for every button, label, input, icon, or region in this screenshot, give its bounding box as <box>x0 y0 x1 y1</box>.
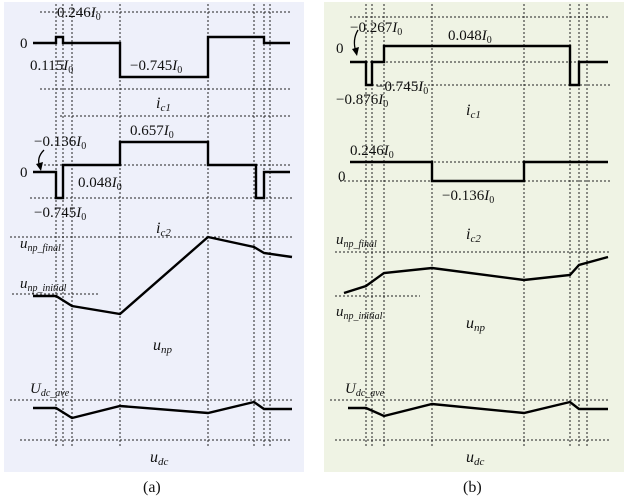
ic1-waveform-b <box>350 44 608 87</box>
ic1-b-value-top-mid: 0.048I0 <box>448 28 492 46</box>
ic2-b-value-top: 0.246I0 <box>350 143 394 161</box>
ic1-waveform <box>33 35 290 79</box>
unp-initial-label: unp_initial <box>20 276 67 294</box>
ic2-value-top-mid: 0.657I0 <box>130 123 174 141</box>
ic2-value-bottom: −0.745I0 <box>34 205 86 223</box>
panel-b-background <box>324 2 624 472</box>
ic2-waveform-b <box>350 160 608 183</box>
unp-b-initial-label: unp_initial <box>336 304 383 322</box>
ic2-pointer-arrowhead <box>36 162 43 171</box>
panel-a-caption: (a) <box>143 479 161 496</box>
ic1-value-left: 0.115I0 <box>30 58 73 76</box>
ic2-b-value-bottom: −0.136I0 <box>442 188 494 206</box>
ic1-b-pointer-arrowhead <box>352 47 359 56</box>
unp-final-label: unp_final <box>20 236 61 254</box>
ic2-value-small: 0.048I0 <box>78 175 122 193</box>
ic1-zero-label: 0 <box>20 36 28 52</box>
ic1-value-mid: −0.745I0 <box>130 58 182 76</box>
panel-b-caption: (b) <box>463 479 482 496</box>
ic2-zero-label: 0 <box>20 165 28 181</box>
unp-waveform-b <box>343 255 609 295</box>
ic1-b-value-mid: −0.745I0 <box>376 79 428 97</box>
udc-b-curve-label: udc <box>466 449 485 468</box>
ic2-value-top-left: −0.136I0 <box>34 134 86 152</box>
udc-b-average-label: Udc_ave <box>345 381 385 399</box>
ic1-b-value-bottom: −0.876I0 <box>336 92 388 110</box>
ic1-value-top: 0.246I0 <box>57 5 101 23</box>
unp-b-final-label: unp_final <box>336 232 377 250</box>
ic2-b-curve-label: ic2 <box>466 226 481 245</box>
panel-b: 0 −0.267I0 0.048I0 −0.745I0 −0.876I0 ic1… <box>330 4 610 496</box>
ic2-curve-label: ic2 <box>156 220 171 239</box>
ic1-b-value-top-left: −0.267I0 <box>350 20 402 38</box>
udc-waveform-b <box>348 400 608 418</box>
panel-a: 0 0.246I0 0.115I0 −0.745I0 ic1 0 −0.136I… <box>10 4 293 496</box>
udc-waveform <box>33 400 292 420</box>
ic2-b-zero-label: 0 <box>338 169 346 185</box>
unp-curve-label: unp <box>153 337 173 356</box>
ic2-waveform <box>33 140 290 200</box>
unp-b-curve-label: unp <box>466 315 486 334</box>
ic1-b-zero-label: 0 <box>336 41 344 57</box>
unp-waveform <box>33 235 293 316</box>
ic1-b-curve-label: ic1 <box>466 102 481 121</box>
udc-average-label: Udc_ave <box>30 381 70 399</box>
udc-curve-label: udc <box>150 449 169 468</box>
ic1-curve-label: ic1 <box>156 95 171 114</box>
